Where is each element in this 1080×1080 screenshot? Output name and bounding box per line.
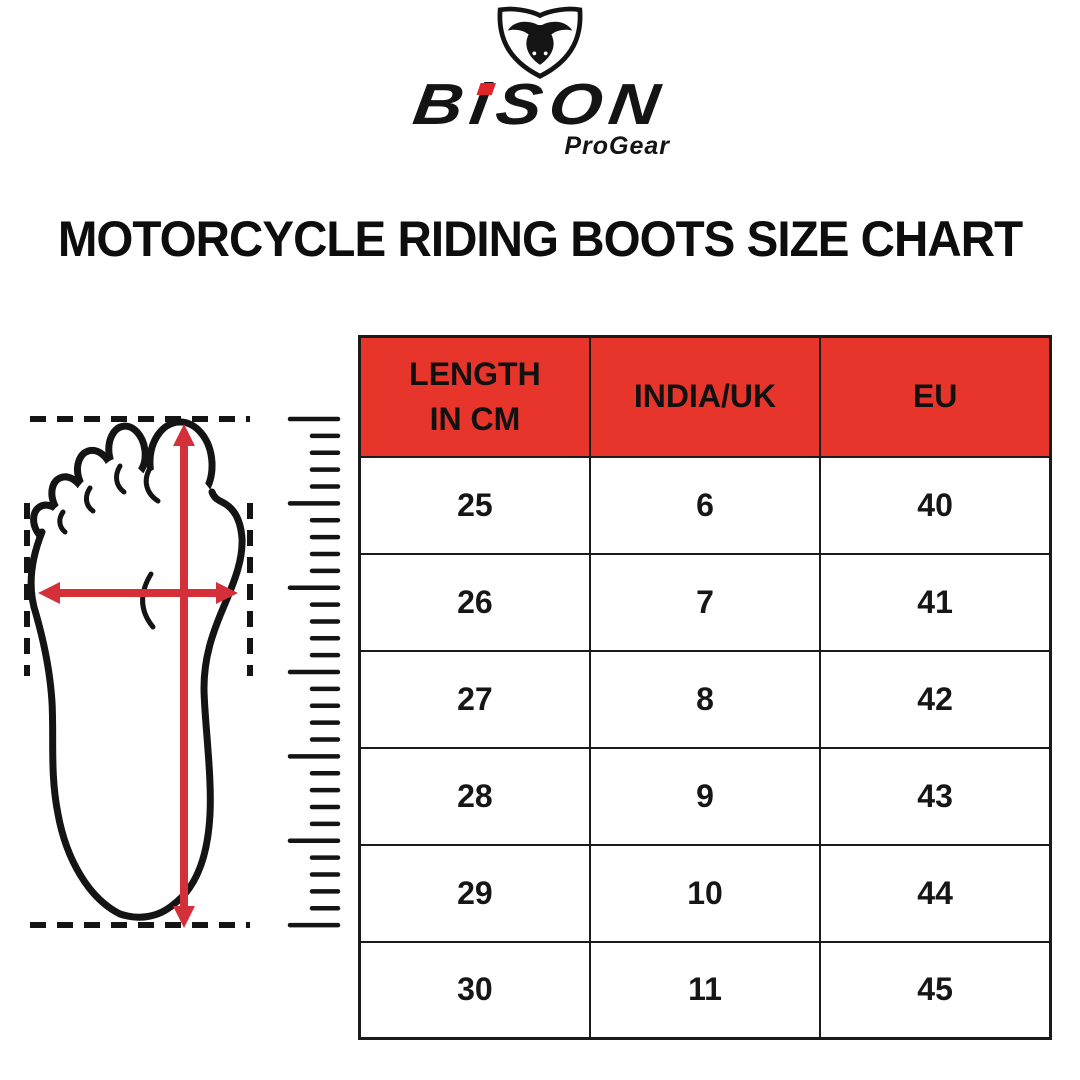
table-cell: 30: [358, 940, 591, 1040]
table-cell: 27: [358, 649, 591, 749]
column-header-2: EU: [819, 335, 1052, 458]
table-cell: 42: [819, 649, 1052, 749]
table-cell: 40: [819, 455, 1052, 555]
table-cell: 8: [588, 649, 822, 749]
foot-outline-icon: [31, 457, 243, 918]
table-cell: 28: [358, 746, 591, 846]
table-cell: 6: [588, 455, 822, 555]
table-cell: 26: [358, 552, 591, 652]
size-table-body: 25 6 40 26 7 41 27 8 42 28 9 43 29 10 44 30 11 45: [358, 455, 1052, 1040]
column-header-0: LENGTH IN CM: [358, 335, 591, 458]
table-cell: 44: [819, 843, 1052, 943]
toe-crease: [114, 463, 127, 495]
length-arrow-icon: [173, 424, 195, 928]
table-cell: 7: [588, 552, 822, 652]
brand-wordmark: BiSON: [409, 72, 670, 137]
brand-logo: BiSON ProGear: [0, 6, 1080, 161]
table-row: 30 11 45: [358, 940, 1052, 1040]
brand-letter-b: B: [409, 72, 476, 137]
foot-outline-stroke: [27, 488, 246, 921]
table-cell: 25: [358, 455, 591, 555]
table-row: 27 8 42: [358, 649, 1052, 749]
toe-crease: [57, 509, 68, 535]
table-row: 29 10 44: [358, 843, 1052, 943]
measure-guide-lines: [24, 416, 253, 928]
ruler-icon: [287, 416, 341, 928]
column-header-1: INDIA/UK: [588, 335, 822, 458]
arch-mark: [140, 571, 156, 630]
brand-tagline: ProGear: [564, 132, 670, 160]
size-table: LENGTH IN CM INDIA/UK EU 25 6 40 26 7 41 27 8 42 28 9…: [358, 335, 1052, 1040]
table-row: 28 9 43: [358, 746, 1052, 846]
table-cell: 29: [358, 843, 591, 943]
toe-crease: [143, 467, 161, 504]
brand-letters-son: SON: [492, 72, 671, 137]
brand-logo-inner: BiSON ProGear: [400, 6, 680, 161]
table-row: 26 7 41: [358, 552, 1052, 652]
table-cell: 10: [588, 843, 822, 943]
header-row: LENGTH IN CM INDIA/UK EU: [358, 335, 1052, 458]
page-title: MOTORCYCLE RIDING BOOTS SIZE CHART: [57, 211, 1023, 267]
foot-measurement-illustration: [24, 416, 341, 928]
table-cell: 43: [819, 746, 1052, 846]
width-arrow-icon: [38, 582, 238, 604]
toe-crease: [83, 485, 96, 514]
size-table-head: LENGTH IN CM INDIA/UK EU: [358, 335, 1052, 458]
table-cell: 9: [588, 746, 822, 846]
bison-bull-shield-icon: [497, 6, 583, 79]
table-cell: 41: [819, 552, 1052, 652]
table-cell: 45: [819, 940, 1052, 1040]
table-row: 25 6 40: [358, 455, 1052, 555]
table-cell: 11: [588, 940, 822, 1040]
